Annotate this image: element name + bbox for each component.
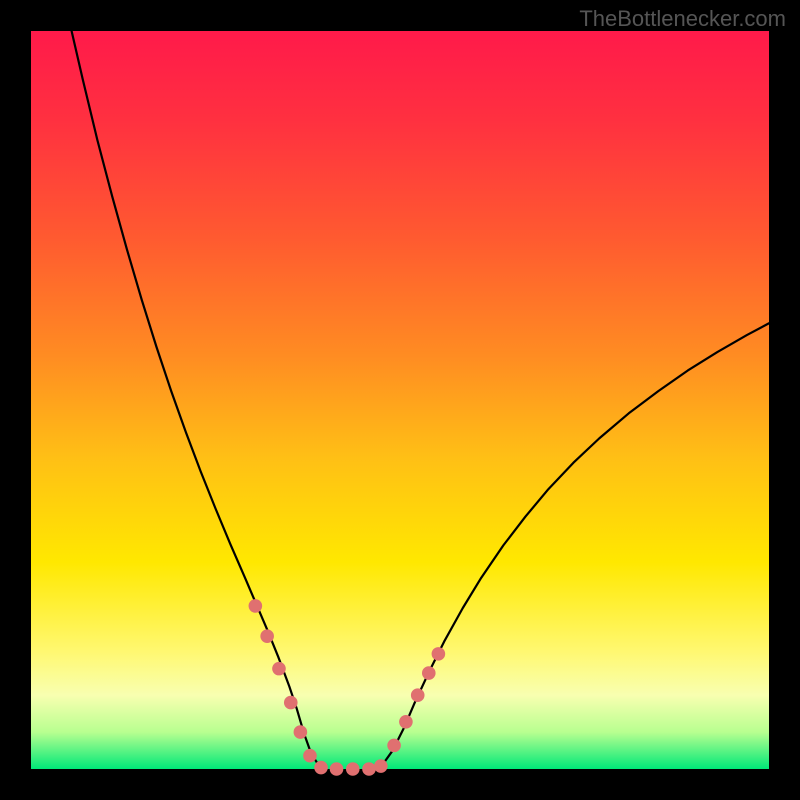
overlay-dot-left-6 [314, 761, 328, 775]
curve-right [374, 323, 769, 769]
overlay-dot-left-9 [362, 762, 376, 776]
overlay-dot-right-5 [432, 647, 446, 661]
chart-canvas: TheBottlenecker.com [0, 0, 800, 800]
overlay-dot-left-4 [294, 725, 308, 739]
chart-overlay [0, 0, 800, 800]
overlay-dot-right-3 [411, 688, 425, 702]
overlay-dot-right-4 [422, 666, 436, 680]
watermark-text: TheBottlenecker.com [579, 6, 786, 32]
curve-left [72, 31, 327, 769]
overlay-dot-left-8 [346, 762, 360, 776]
overlay-dot-left-1 [260, 629, 274, 643]
overlay-dot-right-1 [387, 739, 401, 753]
overlay-dot-left-0 [249, 599, 263, 613]
overlay-dot-left-5 [303, 749, 317, 763]
overlay-dot-left-2 [272, 662, 286, 676]
overlay-dot-left-3 [284, 696, 298, 710]
overlay-dot-right-2 [399, 715, 413, 729]
overlay-dot-right-0 [374, 759, 388, 773]
overlay-dot-left-7 [330, 762, 344, 776]
